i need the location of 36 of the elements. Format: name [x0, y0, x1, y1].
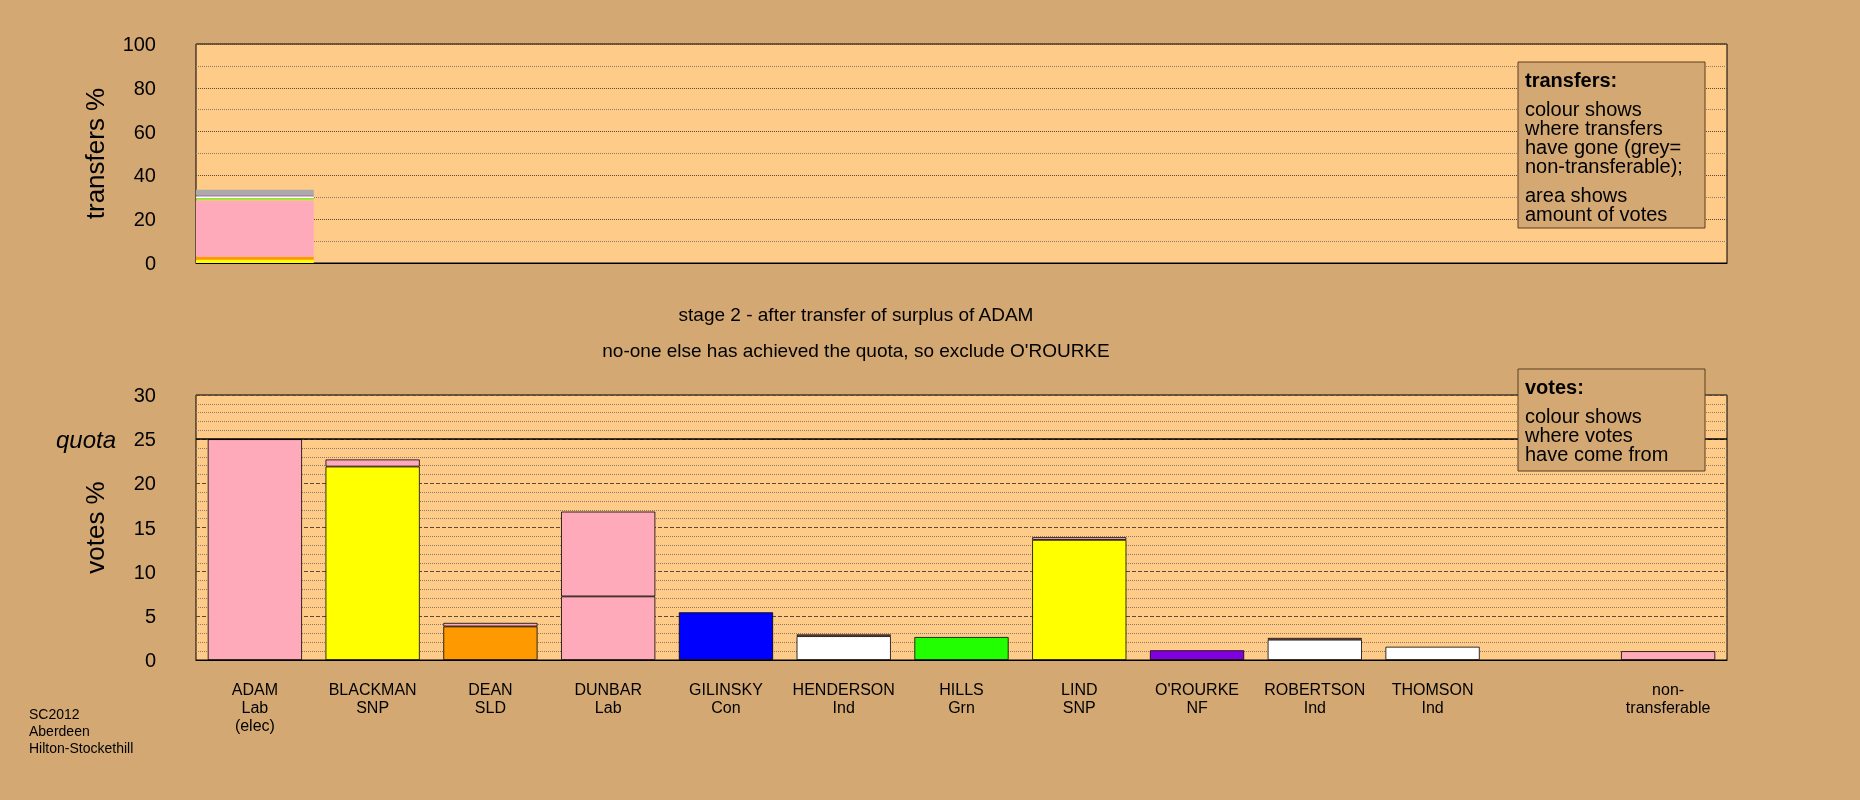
y-tick-label: 5: [144, 604, 156, 627]
y-tick-label: 60: [133, 120, 156, 143]
y-tick-label: 100: [122, 33, 156, 55]
chart-subtitle: no-one else has achieved the quota, so exclude O'ROURKE: [602, 340, 1110, 361]
y-axis-title: transfers %: [80, 87, 110, 220]
y-tick-label: 0: [144, 252, 156, 274]
y-tick-label: 20: [133, 208, 156, 231]
y-tick-label: 25: [133, 428, 156, 451]
y-tick-label: 20: [133, 472, 156, 495]
x-tick-label: ADAM Lab (elec): [231, 680, 278, 734]
y-tick-label: 30: [133, 384, 156, 406]
x-tick-label: HENDERSON Ind: [792, 680, 895, 716]
annotation: area shows amount of votes: [1525, 183, 1668, 225]
x-tick-label: LIND SNP: [1061, 680, 1098, 716]
x-tick-label: DEAN SLD: [468, 680, 513, 716]
x-tick-label: GILINSKY Con: [689, 680, 764, 716]
y-tick-label: 0: [144, 649, 156, 671]
annotation: votes:: [1525, 375, 1584, 398]
x-tick-label: HILLS Grn: [939, 680, 984, 716]
x-tick-label: BLACKMAN SNP: [328, 680, 417, 716]
y-tick-label: 15: [133, 516, 156, 539]
ref-line-label: quota: [55, 425, 116, 453]
annotation: colour shows where votes have come from: [1524, 404, 1669, 465]
x-tick-label: DUNBAR Lab: [574, 680, 642, 716]
annotation: transfers:: [1525, 68, 1618, 91]
y-tick-label: 10: [133, 560, 156, 583]
text: SC2012 Aberdeen Hilton-Stockethill: [29, 705, 134, 756]
x-tick-label: THOMSON Ind: [1391, 680, 1474, 716]
y-tick-label: 80: [133, 76, 156, 99]
x-tick-label: non- transferable: [1625, 680, 1711, 716]
y-tick-label: 40: [133, 164, 156, 187]
x-tick-label: O'ROURKE NF: [1155, 680, 1240, 716]
chart-title: stage 2 - after transfer of surplus of ADAM: [678, 304, 1034, 325]
x-tick-label: ROBERTSON Ind: [1264, 680, 1366, 716]
annotation: colour shows where transfers have gone (grey= non-transferable);: [1524, 97, 1683, 177]
y-axis-title: votes %: [80, 481, 110, 574]
